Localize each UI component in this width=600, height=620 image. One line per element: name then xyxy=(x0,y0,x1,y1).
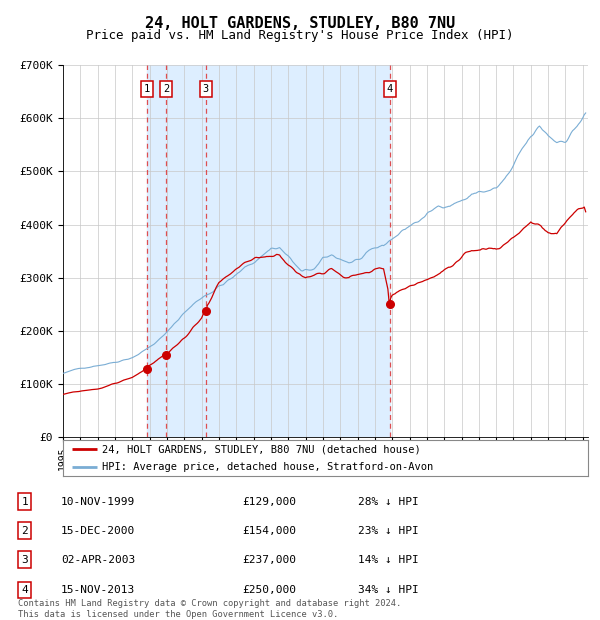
Text: 14% ↓ HPI: 14% ↓ HPI xyxy=(358,555,418,565)
Text: 15-DEC-2000: 15-DEC-2000 xyxy=(61,526,135,536)
Text: 34% ↓ HPI: 34% ↓ HPI xyxy=(358,585,418,595)
Text: Price paid vs. HM Land Registry's House Price Index (HPI): Price paid vs. HM Land Registry's House … xyxy=(86,29,514,42)
Text: 23% ↓ HPI: 23% ↓ HPI xyxy=(358,526,418,536)
Text: 24, HOLT GARDENS, STUDLEY, B80 7NU: 24, HOLT GARDENS, STUDLEY, B80 7NU xyxy=(145,16,455,30)
Bar xyxy=(147,65,390,437)
Text: 3: 3 xyxy=(203,84,209,94)
Text: 4: 4 xyxy=(387,84,393,94)
Text: 02-APR-2003: 02-APR-2003 xyxy=(61,555,135,565)
Text: 10-NOV-1999: 10-NOV-1999 xyxy=(61,497,135,507)
Text: 3: 3 xyxy=(21,555,28,565)
Text: 4: 4 xyxy=(21,585,28,595)
Text: 24, HOLT GARDENS, STUDLEY, B80 7NU (detached house): 24, HOLT GARDENS, STUDLEY, B80 7NU (deta… xyxy=(103,445,421,454)
Text: 15-NOV-2013: 15-NOV-2013 xyxy=(61,585,135,595)
Text: 2: 2 xyxy=(163,84,169,94)
Text: £250,000: £250,000 xyxy=(242,585,296,595)
Text: 2: 2 xyxy=(21,526,28,536)
Text: Contains HM Land Registry data © Crown copyright and database right 2024.
This d: Contains HM Land Registry data © Crown c… xyxy=(18,600,401,619)
Text: £237,000: £237,000 xyxy=(242,555,296,565)
Text: 1: 1 xyxy=(21,497,28,507)
Text: £154,000: £154,000 xyxy=(242,526,296,536)
Text: 28% ↓ HPI: 28% ↓ HPI xyxy=(358,497,418,507)
Text: £129,000: £129,000 xyxy=(242,497,296,507)
Text: HPI: Average price, detached house, Stratford-on-Avon: HPI: Average price, detached house, Stra… xyxy=(103,461,434,472)
Text: 1: 1 xyxy=(144,84,151,94)
